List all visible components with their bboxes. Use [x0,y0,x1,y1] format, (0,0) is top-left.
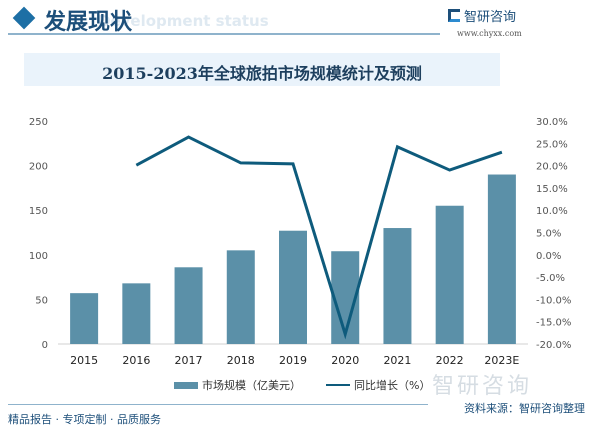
x-tick-label: 2023E [484,354,519,367]
bar-2021 [383,228,412,344]
left-tick-label: 50 [35,295,48,306]
bar-2023E [487,174,516,344]
legend-item-bar: 市场规模（亿美元） [174,377,301,393]
x-tick-label: 2021 [383,354,411,367]
bar-2017 [174,267,203,344]
x-tick-label: 2016 [122,354,150,367]
legend-item-line: 同比增长（%） [326,377,430,393]
watermark: 智研咨询 [432,374,533,399]
bar-2015 [70,293,99,344]
right-tick-label: 0.0% [536,251,561,262]
source-note: 资料来源：智研咨询整理 [464,402,585,415]
x-tick-label: 2017 [175,354,203,367]
bar-2016 [122,283,151,344]
x-tick-label: 2018 [227,354,255,367]
growth-line [135,135,503,340]
chart-title: 2015-2023年全球旅拍市场规模统计及预测 [102,64,422,83]
right-tick-label: -15.0% [536,318,571,329]
legend-swatch-line [326,384,350,386]
logo-icon [448,9,460,22]
legend-swatch-bar [174,381,198,389]
left-tick-label: 0 [42,340,48,351]
left-tick-label: 150 [29,206,48,217]
bar-2018 [226,250,255,344]
x-tick-label: 2019 [279,354,307,367]
footer-tagline: 精品报告 · 专项定制 · 品质服务 [8,413,161,426]
x-tick-label: 2020 [331,354,359,367]
header-title: 发展现状 [44,10,133,35]
brand-url: www.chyxx.com [457,29,522,38]
logo-text: 智研咨询 [464,10,517,25]
left-tick-label: 250 [29,117,48,128]
chart-title-box: 2015-2023年全球旅拍市场规模统计及预测 [24,53,500,86]
header-divider [8,33,440,35]
x-tick-label: 2022 [436,354,464,367]
bar-2022 [435,205,464,344]
right-tick-label: -5.0% [536,273,565,284]
right-tick-label: 25.0% [536,139,568,150]
bar-2019 [279,230,307,344]
right-tick-label: -10.0% [536,295,571,306]
right-tick-label: 10.0% [536,206,568,217]
brand-logo: 智研咨询 [448,6,516,25]
x-tick-label: 2015 [70,354,98,367]
right-tick-label: 30.0% [536,117,568,128]
right-tick-label: 5.0% [536,229,561,240]
legend-label: 同比增长（%） [354,379,431,392]
right-tick-label: -20.0% [536,340,571,351]
footer-divider [8,404,428,405]
left-tick-label: 100 [29,251,48,262]
right-tick-label: 15.0% [536,184,568,195]
legend-label: 市场规模（亿美元） [202,379,301,392]
left-tick-label: 200 [29,162,48,173]
right-tick-label: 20.0% [536,162,568,173]
